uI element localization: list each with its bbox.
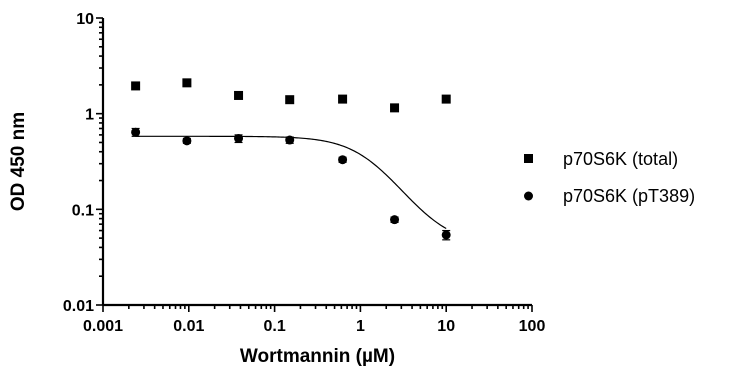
legend-item-total: p70S6K (total) <box>524 149 678 169</box>
data-point-square <box>338 94 348 104</box>
data-point-square <box>182 78 192 88</box>
fit-curve <box>135 135 447 230</box>
data-point-circle <box>338 155 348 165</box>
y-axis-ticks: 0.01 0.1 1 10 <box>63 11 103 315</box>
y-tick-label: 10 <box>76 11 94 28</box>
legend-marker-circle <box>524 191 533 201</box>
data-point-circle <box>441 230 451 240</box>
axes <box>101 18 532 307</box>
x-tick-label: 10 <box>437 318 455 335</box>
data-point-circle <box>390 215 400 225</box>
y-tick-label: 1 <box>85 107 94 124</box>
legend-item-pt389: p70S6K (pT389) <box>524 186 695 206</box>
x-axis-ticks: 0.001 0.01 0.1 1 10 100 <box>83 305 545 335</box>
data-point-circle <box>285 135 295 145</box>
data-point-circle <box>131 127 141 137</box>
legend-marker-square <box>524 154 533 163</box>
y-tick-label: 0.1 <box>72 202 94 219</box>
x-tick-label: 100 <box>519 318 546 335</box>
x-tick-label: 0.01 <box>173 318 204 335</box>
data-point-square <box>131 81 141 91</box>
y-tick-label: 0.01 <box>63 298 94 315</box>
x-tick-label: 1 <box>356 318 365 335</box>
fit-curve-layer <box>135 135 447 230</box>
data-point-square <box>390 103 400 113</box>
x-tick-label: 0.001 <box>83 318 123 335</box>
x-axis-title: Wortmannin (µM) <box>240 346 395 367</box>
data-point-square <box>234 90 244 100</box>
legend-label-total: p70S6K (total) <box>563 149 678 169</box>
y-axis-title: OD 450 nm <box>8 112 29 211</box>
data-points-layer <box>131 78 451 241</box>
legend: p70S6K (total) p70S6K (pT389) <box>524 149 695 206</box>
legend-label-pt389: p70S6K (pT389) <box>563 186 695 206</box>
data-point-circle <box>182 136 192 146</box>
data-point-square <box>285 95 295 105</box>
data-point-circle <box>234 134 244 144</box>
x-tick-label: 0.1 <box>263 318 285 335</box>
data-point-square <box>441 94 451 104</box>
